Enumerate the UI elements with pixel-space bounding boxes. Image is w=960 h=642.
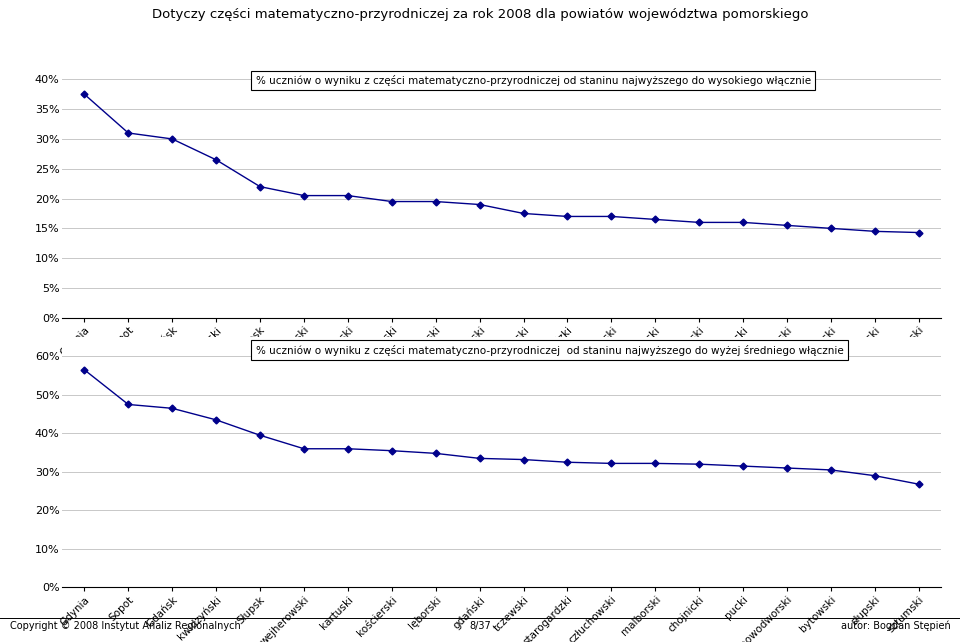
Text: Dotyczy części matematyczno-przyrodniczej za rok 2008 dla powiatów województwa p: Dotyczy części matematyczno-przyrodnicze… [152,8,808,21]
Text: Copyright © 2008 Instytut Analiz Regionalnych: Copyright © 2008 Instytut Analiz Regiona… [10,621,240,631]
Text: autor: Bogdan Stępień: autor: Bogdan Stępień [841,621,950,631]
Text: 8/37: 8/37 [469,621,491,631]
Text: % uczniów o wyniku z części matematyczno-przyrodniczej  od staninu najwyższego d: % uczniów o wyniku z części matematyczno… [255,345,844,356]
Text: % uczniów o wyniku z części matematyczno-przyrodniczej od staninu najwyższego do: % uczniów o wyniku z części matematyczno… [255,75,811,86]
